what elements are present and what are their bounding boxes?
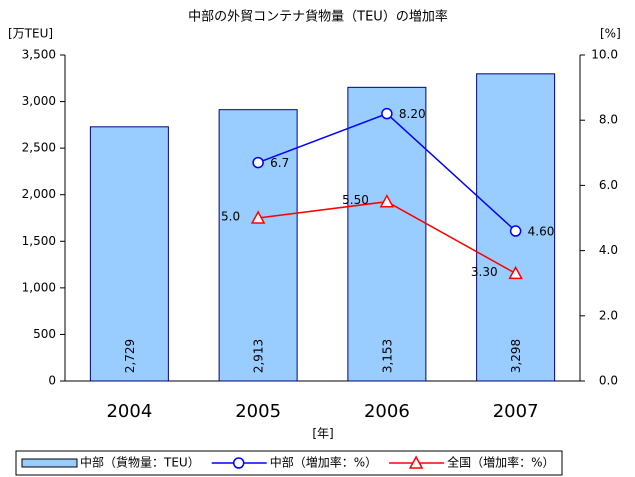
legend-box [15, 450, 563, 476]
y2-tick-label: 2.0 [599, 308, 618, 322]
line-value-label: 3.30 [471, 265, 498, 279]
y2-tick-label: 6.0 [599, 178, 618, 192]
x-axis-label: [年] [312, 427, 333, 441]
line-value-label: 8.20 [399, 107, 426, 121]
bar [89, 126, 169, 382]
x-tick-label: 2006 [364, 401, 410, 422]
x-tick-label: 2007 [493, 401, 539, 422]
legend-swatch [21, 458, 78, 468]
bar-value-label: 2,729 [123, 339, 137, 373]
legend-marker [232, 457, 245, 469]
legend-label: 全国（増加率：%） [447, 455, 554, 470]
y-tick-label: 0 [48, 374, 56, 388]
y2-tick-label: 0.0 [599, 374, 618, 388]
y-tick-label: 1,500 [22, 234, 56, 248]
line-value-label: 5.50 [342, 193, 369, 207]
marker [381, 107, 393, 120]
y-tick-label: 3,000 [22, 94, 56, 108]
bar-value-label: 2,913 [252, 339, 266, 373]
marker [252, 156, 264, 169]
bar-value-label: 3,298 [509, 339, 523, 373]
line-value-label: 4.60 [528, 225, 555, 239]
y-axis-label: [万TEU] [8, 27, 53, 41]
y-tick-label: 1,000 [22, 280, 56, 294]
y-tick-label: 2,000 [22, 187, 56, 201]
x-tick-label: 2004 [106, 401, 152, 422]
y-tick-label: 3,500 [22, 48, 56, 62]
chart-title: 中部の外貿コンテナ貨物量（TEU）の増加率 [188, 9, 448, 25]
y2-tick-label: 8.0 [599, 113, 618, 127]
marker [250, 210, 266, 224]
bar [347, 86, 427, 382]
legend-label: 中部（貨物量：TEU） [80, 455, 200, 470]
line-value-label: 5.0 [221, 210, 240, 224]
y2-tick-label: 10.0 [591, 48, 618, 62]
marker [509, 225, 522, 237]
y-tick-label: 2,500 [22, 141, 56, 155]
marker [508, 265, 523, 280]
y2-tick-label: 4.0 [599, 243, 618, 257]
bar [218, 109, 298, 382]
line-value-label: 6.7 [270, 156, 289, 170]
x-tick-label: 2005 [235, 401, 281, 422]
marker [379, 194, 395, 208]
legend-label: 中部（増加率：%） [270, 455, 377, 470]
y2-axis-label: [%] [600, 27, 621, 41]
bar-value-label: 3,153 [380, 339, 394, 373]
y-tick-label: 500 [33, 327, 56, 341]
legend-marker [408, 455, 424, 469]
